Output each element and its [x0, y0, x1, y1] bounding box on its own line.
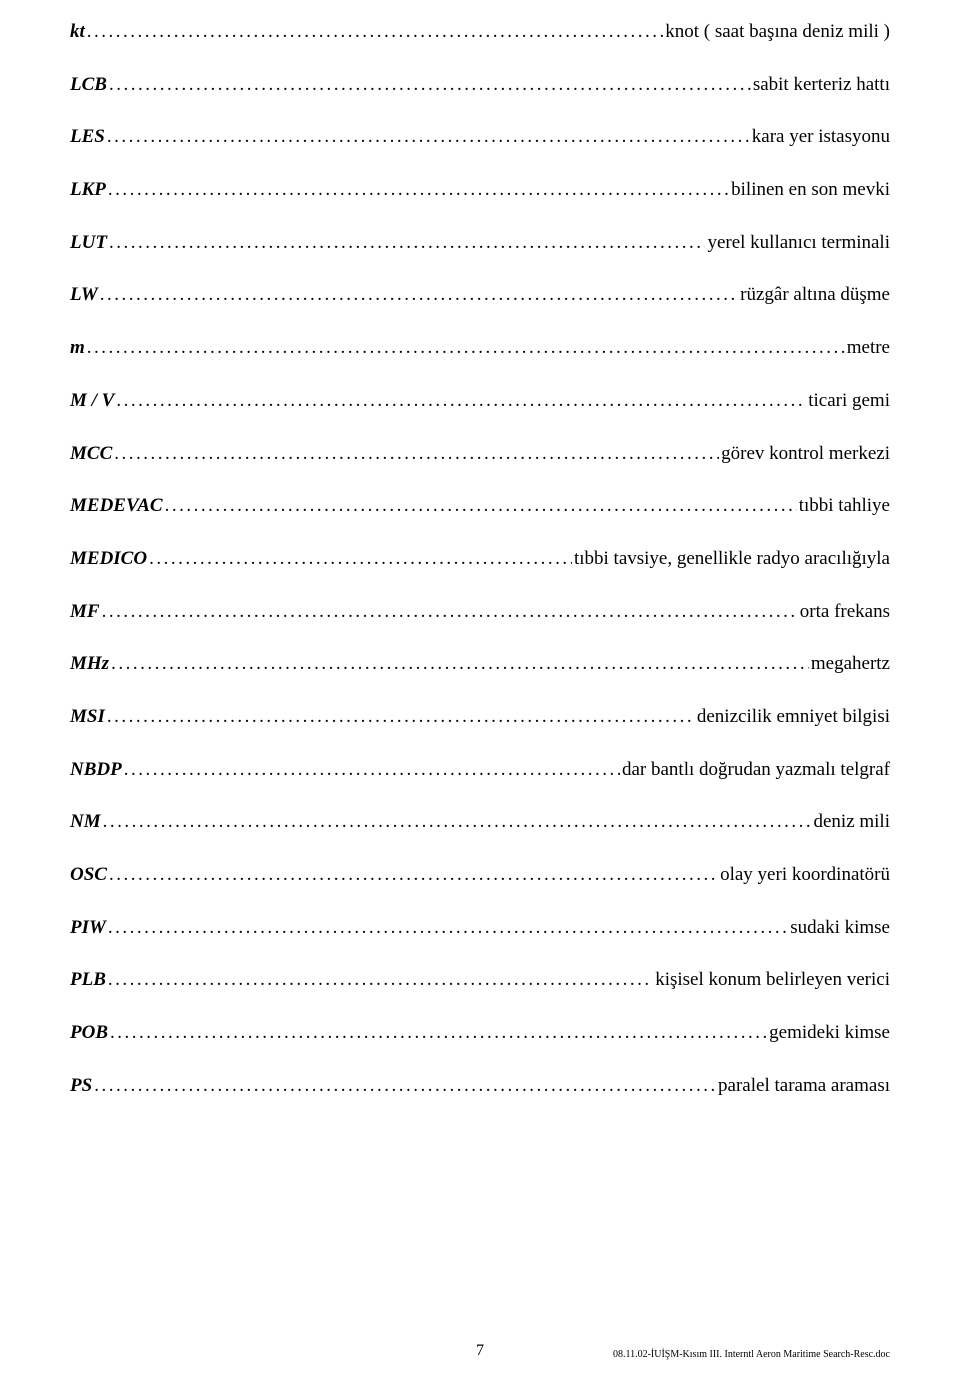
dot-leader: ........................................… [109, 73, 751, 98]
definition: orta frekans [800, 600, 890, 625]
glossary-entry: POB.....................................… [70, 1021, 890, 1046]
term: m [70, 336, 85, 361]
term: LW [70, 283, 98, 308]
term: MEDICO [70, 547, 147, 572]
dot-leader: ........................................… [109, 863, 718, 888]
definition: sudaki kimse [790, 916, 890, 941]
glossary-entry: OSC.....................................… [70, 863, 890, 888]
definition: tıbbi tavsiye, genellikle radyo aracılığ… [574, 547, 890, 572]
dot-leader: ........................................… [165, 494, 797, 519]
glossary-entry: MHz.....................................… [70, 652, 890, 677]
term: PLB [70, 968, 106, 993]
glossary-entry: NM......................................… [70, 810, 890, 835]
dot-leader: ........................................… [103, 810, 812, 835]
glossary-entry: LCB.....................................… [70, 73, 890, 98]
definition: knot ( saat başına deniz mili ) [665, 20, 890, 45]
glossary-entry: PS......................................… [70, 1074, 890, 1099]
definition: deniz mili [813, 810, 890, 835]
glossary-entry: m.......................................… [70, 336, 890, 361]
dot-leader: ........................................… [149, 547, 572, 572]
term: MHz [70, 652, 109, 677]
definition: rüzgâr altına düşme [740, 283, 890, 308]
definition: ticari gemi [808, 389, 890, 414]
dot-leader: ........................................… [116, 389, 806, 414]
dot-leader: ........................................… [110, 1021, 767, 1046]
dot-leader: ........................................… [87, 20, 663, 45]
term: PIW [70, 916, 106, 941]
term: PS [70, 1074, 92, 1099]
abbreviation-list: kt......................................… [70, 20, 890, 1098]
dot-leader: ........................................… [114, 442, 719, 467]
glossary-entry: PLB.....................................… [70, 968, 890, 993]
definition: paralel tarama araması [718, 1074, 890, 1099]
definition: tıbbi tahliye [799, 494, 890, 519]
dot-leader: ........................................… [108, 916, 788, 941]
dot-leader: ........................................… [100, 283, 738, 308]
glossary-entry: MCC.....................................… [70, 442, 890, 467]
dot-leader: ........................................… [124, 758, 620, 783]
glossary-entry: MEDEVAC.................................… [70, 494, 890, 519]
definition: bilinen en son mevki [731, 178, 890, 203]
dot-leader: ........................................… [107, 125, 750, 150]
dot-leader: ........................................… [94, 1074, 716, 1099]
glossary-entry: LW......................................… [70, 283, 890, 308]
definition: yerel kullanıcı terminali [707, 231, 890, 256]
glossary-entry: LKP.....................................… [70, 178, 890, 203]
definition: görev kontrol merkezi [721, 442, 890, 467]
term: MSI [70, 705, 105, 730]
term: NM [70, 810, 101, 835]
term: LCB [70, 73, 107, 98]
term: MEDEVAC [70, 494, 163, 519]
definition: dar bantlı doğrudan yazmalı telgraf [622, 758, 890, 783]
glossary-entry: M / V...................................… [70, 389, 890, 414]
glossary-entry: LUT.....................................… [70, 231, 890, 256]
glossary-entry: MSI.....................................… [70, 705, 890, 730]
definition: kişisel konum belirleyen verici [655, 968, 890, 993]
term: MCC [70, 442, 112, 467]
term: kt [70, 20, 85, 45]
definition: sabit kerteriz hattı [753, 73, 890, 98]
term: POB [70, 1021, 108, 1046]
dot-leader: ........................................… [108, 178, 729, 203]
glossary-entry: MEDICO..................................… [70, 547, 890, 572]
term: OSC [70, 863, 107, 888]
glossary-entry: NBDP....................................… [70, 758, 890, 783]
term: LES [70, 125, 105, 150]
definition: gemideki kimse [769, 1021, 890, 1046]
definition: denizcilik emniyet bilgisi [697, 705, 890, 730]
definition: megahertz [811, 652, 890, 677]
dot-leader: ........................................… [107, 705, 695, 730]
doc-reference: 08.11.02-İUİŞM-Kısım III. Interntl Aeron… [613, 1349, 890, 1360]
definition: metre [847, 336, 890, 361]
term: M / V [70, 389, 114, 414]
glossary-entry: kt......................................… [70, 20, 890, 45]
glossary-entry: MF......................................… [70, 600, 890, 625]
term: MF [70, 600, 100, 625]
definition: olay yeri koordinatörü [720, 863, 890, 888]
term: LKP [70, 178, 106, 203]
dot-leader: ........................................… [109, 231, 706, 256]
definition: kara yer istasyonu [752, 125, 890, 150]
page-footer: 7 08.11.02-İUİŞM-Kısım III. Interntl Aer… [0, 1342, 960, 1360]
glossary-entry: LES.....................................… [70, 125, 890, 150]
dot-leader: ........................................… [108, 968, 653, 993]
glossary-entry: PIW.....................................… [70, 916, 890, 941]
term: LUT [70, 231, 107, 256]
dot-leader: ........................................… [102, 600, 798, 625]
dot-leader: ........................................… [111, 652, 809, 677]
dot-leader: ........................................… [87, 336, 845, 361]
term: NBDP [70, 758, 122, 783]
